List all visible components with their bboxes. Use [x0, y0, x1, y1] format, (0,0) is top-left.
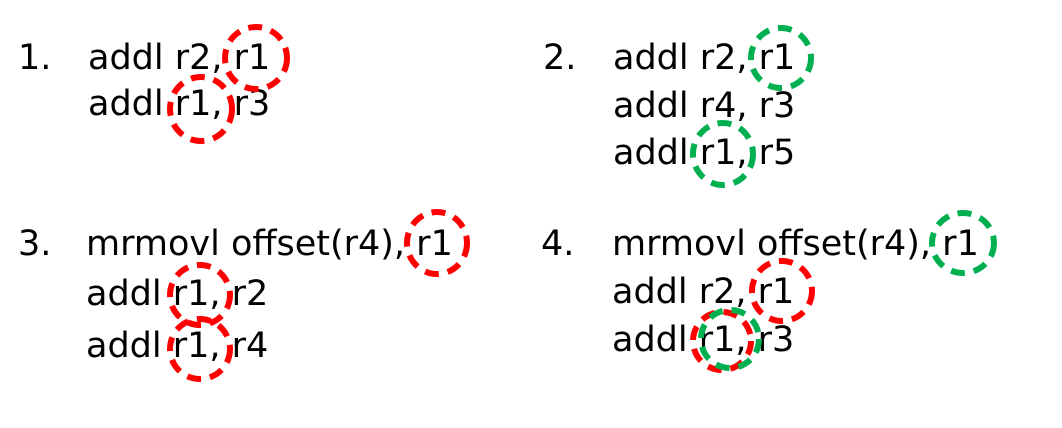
example-4-number: 4.: [541, 224, 575, 264]
ex4-r1-dest-circle: [749, 258, 815, 324]
example-3-number: 3.: [18, 224, 52, 264]
ex4-r1-src-red-circle: [690, 309, 754, 373]
ex4-r1-src-green-circle: [698, 307, 762, 371]
example-2-line-1: addl r2, r1: [613, 38, 796, 78]
ex1-r1-src-circle: [167, 74, 235, 144]
example-1-line-1: addl r2, r1: [88, 38, 271, 78]
example-2-line-2: addl r4, r3: [613, 86, 796, 126]
example-4-line-2: addl r2, r1: [612, 272, 795, 312]
ex3-r1-dest-circle: [404, 209, 470, 277]
example-3-line-3: addl r1, r4: [86, 326, 269, 366]
example-1-number: 1.: [18, 38, 52, 78]
example-4-line-1: mrmovl offset(r4), r1: [612, 224, 979, 264]
example-1-line-2: addl r1, r3: [88, 84, 271, 124]
example-3-line-2: addl r1, r2: [86, 274, 269, 314]
ex3-r1-src2-circle: [167, 316, 233, 382]
example-4-line-3: addl r1, r3: [612, 320, 795, 360]
example-2-line-3: addl r1, r5: [613, 133, 796, 173]
example-3-line-1: mrmovl offset(r4), r1: [86, 224, 453, 264]
ex4-r1-load-circle: [929, 210, 997, 276]
ex2-r1-src-circle: [690, 120, 756, 188]
ex2-r1-dest-circle: [748, 25, 814, 91]
example-2-number: 2.: [543, 38, 577, 78]
ex3-r1-src1-circle: [167, 262, 233, 328]
ex1-r1-dest-circle: [222, 24, 290, 92]
